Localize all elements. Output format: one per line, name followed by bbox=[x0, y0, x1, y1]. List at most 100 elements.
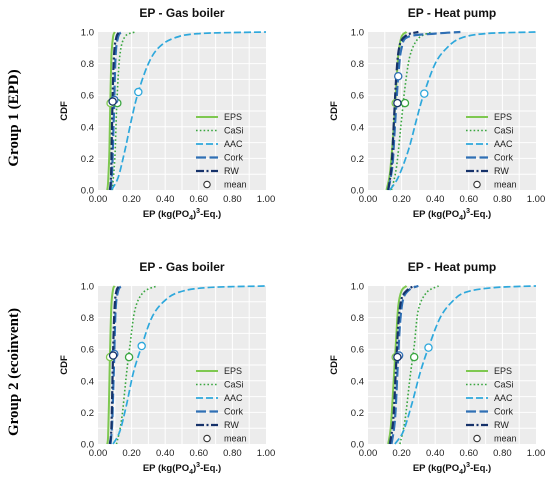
legend-label-casi: CaSi bbox=[224, 126, 244, 136]
mean-markers bbox=[105, 341, 146, 362]
chart-panel-4: 0.00 0.20 0.40 0.60 0.80 1.00 0.0 0.2 0.4 0.6 0.8 1… bbox=[329, 260, 545, 476]
legend-label-eps: EPS bbox=[224, 366, 242, 376]
x-axis-title: EP (kg(PO4)3-Eq.) bbox=[143, 208, 221, 222]
y-tick-label: 0.4 bbox=[81, 376, 94, 387]
cdf-line-rw bbox=[387, 30, 419, 191]
legend-label-aac: AAC bbox=[494, 393, 513, 403]
y-tick-label: 1.0 bbox=[351, 28, 364, 39]
chart-title: EP - Gas boiler bbox=[139, 6, 224, 20]
x-tick-label: 0.20 bbox=[122, 194, 141, 205]
mean-marker-casi bbox=[409, 352, 419, 362]
legend: EPS CaSi AAC Cork RW mean bbox=[466, 366, 517, 444]
x-tick-label: 0.60 bbox=[460, 448, 479, 459]
legend-label-cork: Cork bbox=[494, 153, 514, 163]
y-tick-label: 0.2 bbox=[81, 154, 94, 165]
y-tick-label: 0.6 bbox=[81, 91, 94, 102]
x-tick-label: 1.00 bbox=[527, 448, 546, 459]
mean-marker-aac bbox=[134, 87, 143, 97]
legend-label-cork: Cork bbox=[224, 153, 244, 163]
mean-markers bbox=[106, 87, 143, 108]
x-tick-label: 0.40 bbox=[426, 448, 445, 459]
x-tick-label: 0.60 bbox=[190, 194, 209, 205]
x-tick-label: 0.40 bbox=[426, 194, 445, 205]
legend: EPS CaSi AAC Cork RW mean bbox=[466, 112, 517, 190]
chart-title: EP - Gas boiler bbox=[139, 260, 224, 274]
chart-panels: 0.00 0.20 0.40 0.60 0.80 1.00 0.0 0.2 0.4 0.6 0.8 1… bbox=[59, 6, 545, 476]
cdf-line-rw bbox=[108, 285, 121, 445]
legend: EPS CaSi AAC Cork RW mean bbox=[196, 366, 247, 444]
chart-title: EP - Heat pump bbox=[408, 6, 496, 20]
legend-mean-symbol bbox=[473, 434, 481, 443]
y-tick-label: 0.2 bbox=[351, 154, 364, 165]
x-tick-label: 0.80 bbox=[223, 194, 242, 205]
legend-label-mean: mean bbox=[494, 434, 517, 444]
mean-marker-aac bbox=[420, 89, 429, 98]
cdf-line-aac bbox=[394, 285, 537, 445]
y-tick-label: 0.6 bbox=[351, 345, 364, 356]
legend-mean-symbol bbox=[473, 180, 481, 189]
x-tick-label: 0.20 bbox=[392, 448, 411, 459]
chart-panel-2: 0.00 0.20 0.40 0.60 0.80 1.00 0.0 0.2 0.4 0.6 0.8 1… bbox=[329, 6, 545, 222]
y-axis-title: CDF bbox=[59, 101, 70, 121]
mean-marker-rw bbox=[393, 98, 402, 108]
y-tick-label: 0.4 bbox=[351, 376, 364, 387]
y-tick-label: 0.8 bbox=[81, 59, 94, 70]
y-tick-label: 0.0 bbox=[81, 186, 94, 197]
x-tick-label: 0.40 bbox=[156, 448, 175, 459]
legend-label-aac: AAC bbox=[224, 393, 243, 403]
cdf-line-casi bbox=[390, 31, 433, 191]
legend-label-eps: EPS bbox=[494, 366, 512, 376]
x-axis-title: EP (kg(PO4)3-Eq.) bbox=[413, 208, 491, 222]
cdf-line-casi bbox=[399, 285, 439, 445]
legend-label-cork: Cork bbox=[224, 407, 244, 417]
mean-marker-rw bbox=[108, 351, 118, 360]
legend-label-cork: Cork bbox=[494, 407, 514, 417]
y-tick-label: 0.0 bbox=[351, 440, 364, 451]
row-label-group-2-text: Group 2 (ecoinvent) bbox=[6, 308, 22, 436]
y-tick-label: 0.2 bbox=[351, 408, 364, 419]
x-tick-label: 0.80 bbox=[223, 448, 242, 459]
mean-marker-casi bbox=[400, 98, 410, 108]
y-axis-title: CDF bbox=[329, 101, 340, 121]
x-tick-label: 0.80 bbox=[493, 448, 512, 459]
x-tick-label: 0.00 bbox=[359, 194, 378, 205]
y-tick-label: 0.8 bbox=[351, 59, 364, 70]
legend-label-rw: RW bbox=[224, 166, 239, 176]
cdf-line-eps bbox=[106, 285, 116, 445]
cdf-line-rw bbox=[108, 31, 121, 191]
y-tick-label: 0.4 bbox=[81, 122, 94, 133]
y-tick-label: 0.2 bbox=[81, 408, 94, 419]
legend-mean-symbol bbox=[203, 180, 211, 189]
mean-marker-rw bbox=[393, 352, 402, 362]
mean-marker-aac bbox=[137, 341, 146, 351]
cdf-line-casi bbox=[115, 285, 158, 445]
x-tick-label: 0.60 bbox=[190, 448, 209, 459]
mean-markers bbox=[391, 343, 433, 362]
x-tick-label: 0.00 bbox=[89, 194, 108, 205]
legend-label-rw: RW bbox=[224, 420, 239, 430]
chart-title: EP - Heat pump bbox=[408, 260, 496, 274]
cdf-line-cork bbox=[390, 284, 419, 445]
y-tick-label: 0.8 bbox=[81, 313, 94, 324]
y-axis-title: CDF bbox=[59, 355, 70, 375]
x-axis-title: EP (kg(PO4)3-Eq.) bbox=[413, 462, 491, 476]
legend-label-casi: CaSi bbox=[494, 126, 514, 136]
chart-panel-1: 0.00 0.20 0.40 0.60 0.80 1.00 0.0 0.2 0.4 0.6 0.8 1… bbox=[59, 6, 275, 222]
x-tick-label: 0.80 bbox=[493, 194, 512, 205]
x-tick-label: 0.60 bbox=[460, 194, 479, 205]
y-tick-label: 0.6 bbox=[81, 345, 94, 356]
legend-label-eps: EPS bbox=[494, 112, 512, 122]
legend-label-aac: AAC bbox=[494, 139, 513, 149]
mean-marker-aac bbox=[424, 343, 433, 352]
x-tick-label: 0.00 bbox=[89, 448, 108, 459]
y-axis-title: CDF bbox=[329, 355, 340, 375]
legend-label-rw: RW bbox=[494, 420, 509, 430]
cdf-line-rw bbox=[388, 284, 416, 445]
x-tick-label: 0.20 bbox=[122, 448, 141, 459]
x-tick-label: 1.00 bbox=[527, 194, 546, 205]
legend-label-casi: CaSi bbox=[224, 380, 244, 390]
legend-label-mean: mean bbox=[224, 180, 247, 190]
cdf-line-aac bbox=[112, 285, 267, 445]
row-label-group-1: Group 1 (EPD) bbox=[6, 69, 22, 166]
